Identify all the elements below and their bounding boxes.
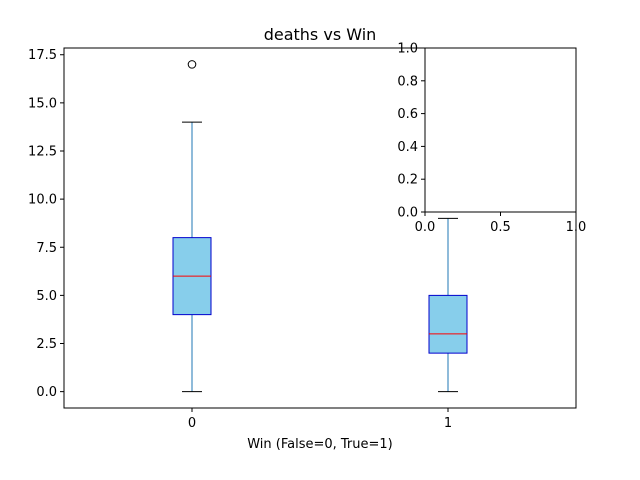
x-tick-label: 1 bbox=[444, 416, 452, 431]
inset-x-tick-label: 0.5 bbox=[490, 220, 511, 235]
plot-frame bbox=[63, 47, 577, 409]
y-tick-label: 10.0 bbox=[28, 193, 57, 208]
x-tick-label: 0 bbox=[188, 416, 196, 431]
inset-y-tick-label: 0.8 bbox=[397, 74, 418, 89]
inset-x-tick-label: 1.0 bbox=[566, 220, 587, 235]
x-axis-label: Win (False=0, True=1) bbox=[247, 437, 393, 452]
outlier-point bbox=[187, 60, 197, 69]
y-tick-label: 7.5 bbox=[36, 241, 57, 256]
inset-y-tick-label: 0.6 bbox=[397, 107, 418, 122]
inset-y-tick-label: 0.0 bbox=[397, 206, 418, 221]
box bbox=[428, 294, 468, 354]
inset-x-tick-label: 0.0 bbox=[415, 220, 436, 235]
y-tick-label: 15.0 bbox=[28, 96, 57, 111]
y-tick-label: 17.5 bbox=[28, 48, 57, 63]
y-tick-label: 5.0 bbox=[36, 289, 57, 304]
y-tick-label: 0.0 bbox=[36, 385, 57, 400]
inset-y-tick-label: 1.0 bbox=[397, 42, 418, 57]
inset-y-tick-label: 0.2 bbox=[397, 173, 418, 188]
chart-title: deaths vs Win bbox=[264, 25, 377, 44]
y-tick-label: 2.5 bbox=[36, 337, 57, 352]
inset-y-tick-label: 0.4 bbox=[397, 140, 418, 155]
inset-axes bbox=[424, 47, 577, 213]
y-tick-label: 12.5 bbox=[28, 144, 57, 159]
